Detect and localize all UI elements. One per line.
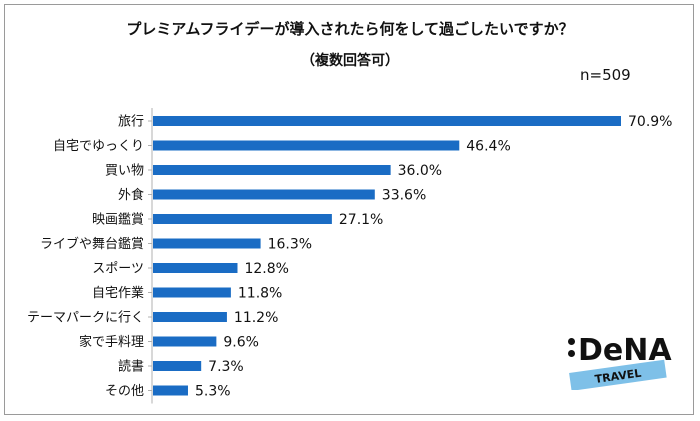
data-label: 11.8%	[238, 286, 282, 302]
bar	[153, 263, 238, 273]
logo-sub-text: TRAVEL	[594, 367, 642, 386]
category-label: 映画鑑賞	[92, 212, 144, 228]
category-label: 買い物	[105, 164, 144, 179]
bar	[153, 189, 375, 200]
bar	[153, 287, 231, 298]
data-label: 36.0%	[398, 163, 442, 179]
bar	[153, 214, 332, 224]
category-label: 旅行	[118, 115, 144, 130]
bar	[153, 140, 460, 151]
data-label: 33.6%	[382, 188, 426, 204]
data-label: 46.4%	[466, 139, 510, 155]
data-label: 70.9%	[628, 114, 672, 130]
category-label: スポーツ	[92, 262, 144, 277]
data-label: 16.3%	[268, 237, 312, 253]
dena-travel-logo: DeNA TRAVEL	[568, 333, 672, 390]
logo-travel-band: TRAVEL	[569, 359, 667, 390]
category-label: 家で手料理	[79, 334, 144, 350]
data-label: 11.2%	[234, 310, 278, 326]
data-label: 5.3%	[195, 384, 231, 400]
sample-size: n=509	[580, 66, 631, 84]
bar	[153, 361, 202, 371]
data-label: 27.1%	[339, 212, 383, 228]
chart-title: プレミアムフライデーが導入されたら何をして過ごしたいですか？	[126, 20, 574, 38]
category-label: 外食	[118, 187, 144, 203]
bar	[153, 385, 188, 396]
bar	[153, 312, 227, 322]
category-label: ライブや舞台鑑賞	[40, 236, 144, 252]
category-label: 自宅作業	[92, 285, 144, 301]
bar	[153, 116, 621, 126]
data-label: 7.3%	[208, 359, 244, 375]
chart-subtitle: （複数回答可）	[301, 53, 399, 69]
bar	[153, 336, 217, 347]
bar	[153, 238, 261, 249]
category-label: その他	[105, 384, 144, 399]
bar	[153, 165, 391, 175]
data-label: 12.8%	[244, 261, 288, 277]
data-label: 9.6%	[223, 335, 259, 351]
chart-frame	[4, 4, 694, 415]
category-label: テーマパークに行く	[27, 311, 144, 326]
category-label: 自宅でゆっくり	[53, 139, 144, 154]
category-label: 読書	[118, 359, 144, 375]
